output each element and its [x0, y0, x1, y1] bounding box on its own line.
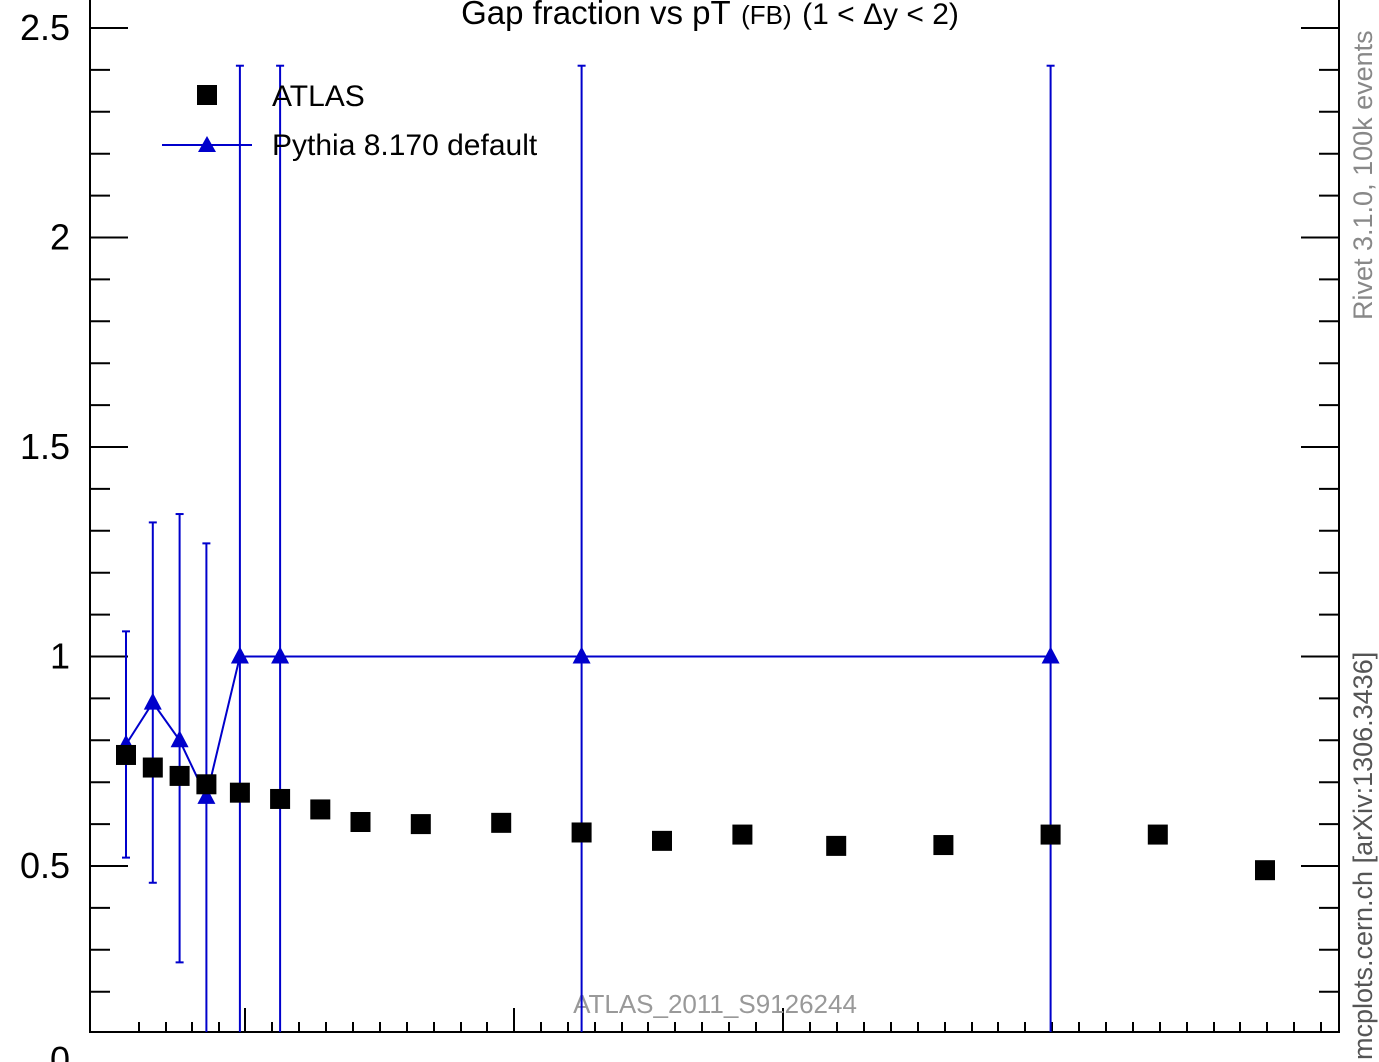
atlas-point — [270, 788, 291, 809]
pythia-point — [271, 646, 290, 664]
atlas-point — [933, 835, 954, 856]
legend-label-pythia: Pythia 8.170 default — [272, 129, 538, 162]
chart-title-range: (1 < Δy < 2) — [802, 0, 959, 31]
atlas-point — [410, 814, 431, 835]
pythia-series — [117, 64, 1060, 1032]
plot-border — [89, 0, 1340, 1033]
pythia-point — [1041, 646, 1060, 664]
atlas-point — [169, 765, 190, 786]
legend-label-atlas: ATLAS — [272, 80, 365, 113]
atlas-series — [116, 744, 1275, 881]
pythia-point — [230, 646, 249, 664]
chart-title-subscript: (FB) — [741, 0, 792, 30]
axis-ticks — [90, 27, 1339, 1032]
pythia-point — [197, 786, 216, 804]
y-tick-label: 1 — [50, 636, 70, 677]
atlas-point — [491, 812, 512, 833]
pythia-line — [125, 655, 1051, 800]
y-tick-label: 2.5 — [20, 7, 70, 48]
atlas-point — [732, 824, 753, 845]
legend-marker-pythia — [198, 136, 216, 152]
atlas-point — [350, 812, 371, 833]
legend: ATLAS Pythia 8.170 default — [162, 80, 538, 162]
mcplots-source-label: mcplots.cern.ch [arXiv:1306.3436] — [1348, 652, 1378, 1060]
atlas-point — [826, 835, 847, 856]
atlas-point — [196, 774, 217, 795]
pythia-point — [143, 692, 162, 710]
atlas-point — [142, 757, 163, 778]
chart-title-main: Gap fraction vs pT — [461, 0, 731, 31]
pythia-point — [572, 646, 591, 664]
atlas-point — [116, 744, 136, 765]
pythia-point — [170, 730, 189, 748]
legend-marker-atlas — [197, 85, 217, 105]
y-tick-label: 0 — [50, 1039, 70, 1062]
y-tick-label: 2 — [50, 217, 70, 258]
plot-frame — [89, 0, 1340, 1033]
analysis-watermark: ATLAS_2011_S9126244 — [573, 989, 857, 1019]
atlas-point — [310, 799, 331, 820]
y-tick-label: 1.5 — [20, 426, 70, 467]
chart-title: Gap fraction vs pT (FB) (1 < Δy < 2) — [461, 0, 959, 31]
atlas-point — [1255, 860, 1275, 881]
rivet-version-label: Rivet 3.1.0, 100k events — [1348, 30, 1378, 320]
atlas-point — [1040, 824, 1061, 845]
atlas-point — [652, 830, 672, 851]
atlas-point — [1147, 824, 1168, 845]
y-tick-label: 0.5 — [20, 845, 70, 886]
atlas-point — [571, 822, 592, 843]
y-tick-labels: 0.5 1 1.5 2 2.5 0 — [20, 7, 70, 1062]
atlas-point — [229, 782, 250, 803]
